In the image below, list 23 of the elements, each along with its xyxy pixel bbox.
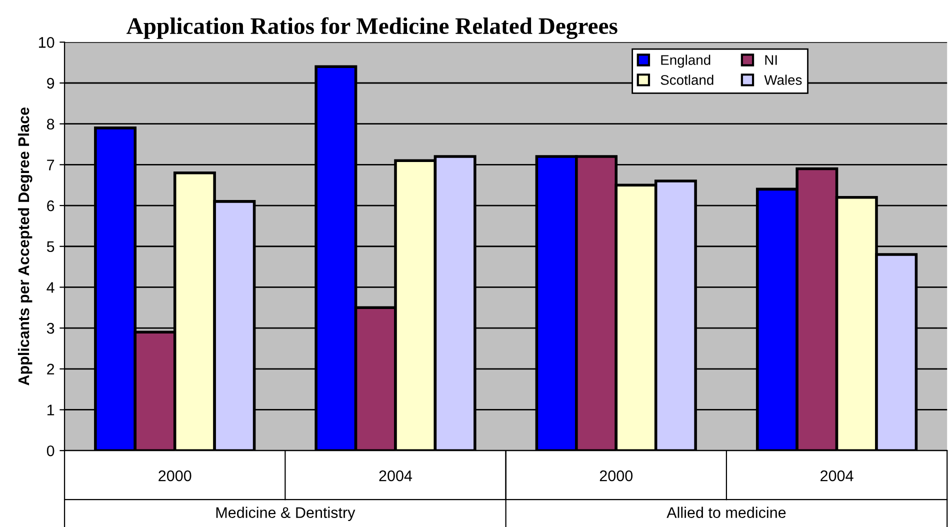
x-tick-label: 2000 [158, 470, 192, 482]
y-tick-label: 2 [47, 364, 54, 374]
x-tick-label: 2004 [379, 470, 412, 482]
y-tick-label: 7 [47, 160, 54, 170]
y-tick-label: 4 [46, 282, 54, 293]
legend-label: NI [765, 55, 777, 65]
y-tick-label: 1 [47, 404, 54, 416]
x-tick-label: 2004 [820, 470, 854, 482]
y-tick-label: 3 [46, 322, 54, 334]
y-tick-label: 8 [46, 118, 54, 130]
y-tick-label: 0 [46, 445, 54, 456]
text: Allied to medicine [666, 506, 786, 518]
y-tick-label: 6 [47, 200, 54, 212]
chart-title: Application Ratios for Medicine Related Degrees [126, 17, 618, 40]
legend-label: England [661, 54, 710, 68]
legend-label: Scotland [660, 74, 714, 85]
x-tick-label: 2000 [600, 470, 633, 482]
y-tick-label: 9 [47, 78, 54, 89]
y-tick-label: 10 [38, 37, 54, 48]
legend-label: Wales [764, 74, 802, 85]
y-axis-title: Applicants per Accepted Degree Place [18, 107, 32, 386]
text: Medicine & Dentistry [216, 506, 356, 522]
y-tick-label: 5 [46, 241, 54, 252]
